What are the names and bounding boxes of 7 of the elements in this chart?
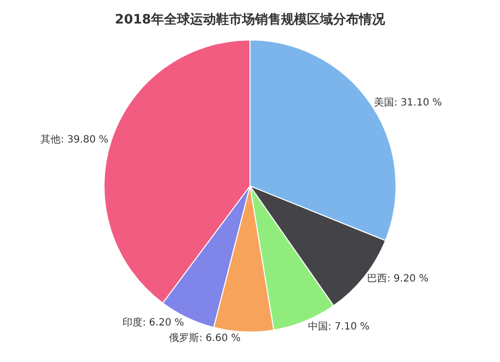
slice-label: 其他: 39.80 % bbox=[40, 133, 108, 146]
slice-label: 印度: 6.20 % bbox=[122, 316, 184, 329]
slice-label: 巴西: 9.20 % bbox=[366, 274, 428, 285]
chart-title: 2018年全球运动鞋市场销售规模区域分布情况 bbox=[114, 12, 386, 28]
slice-label: 美国: 31.10 % bbox=[374, 96, 442, 108]
slice-label: 俄罗斯: 6.60 % bbox=[169, 332, 241, 344]
slice-label: 中国: 7.10 % bbox=[308, 320, 370, 332]
